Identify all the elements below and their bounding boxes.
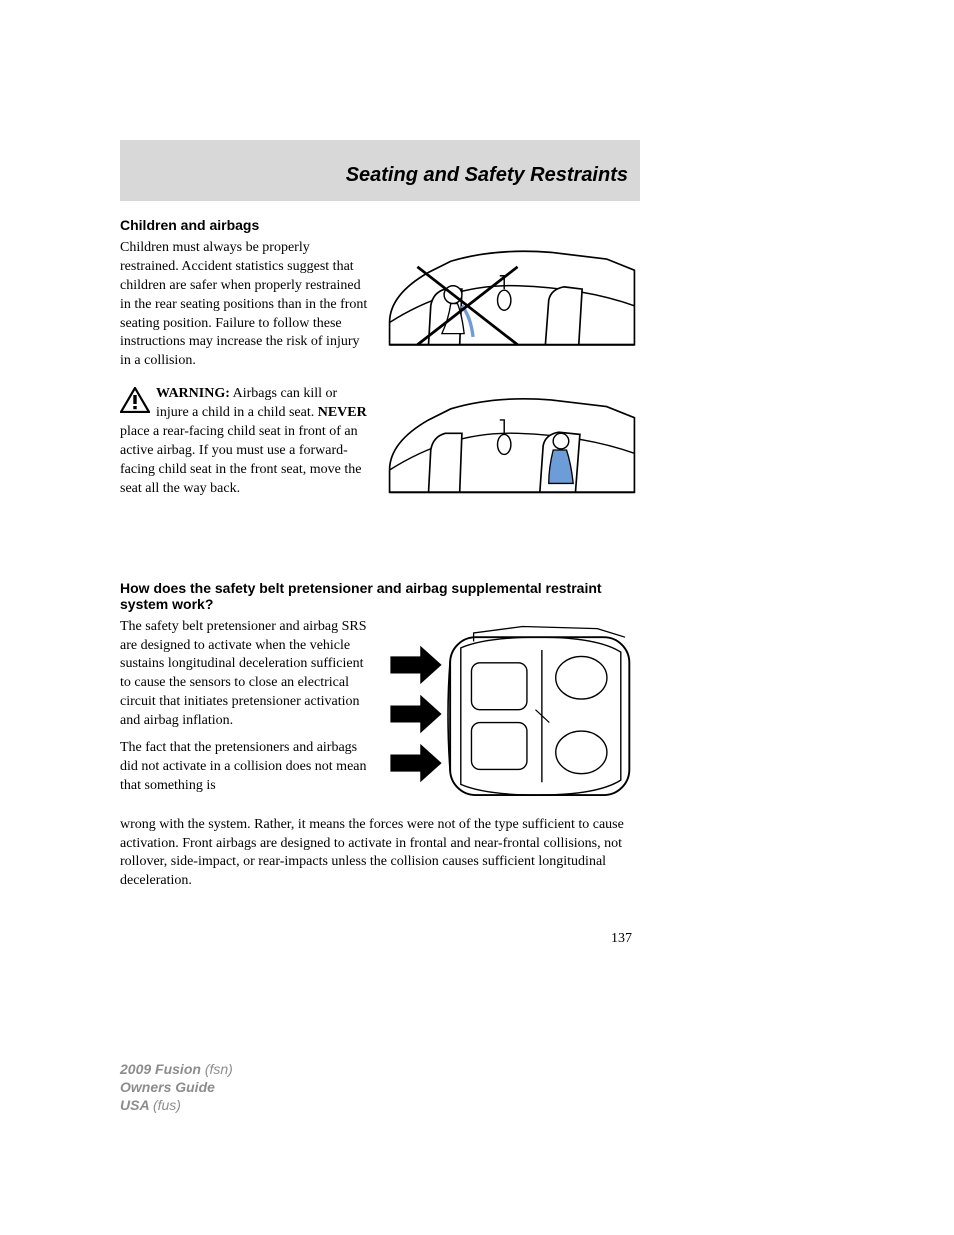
footer-line2: Owners Guide xyxy=(120,1078,233,1096)
section1-paragraph: Children must always be properly restrai… xyxy=(120,239,370,371)
warning-never: NEVER xyxy=(318,405,367,420)
subheading-children: Children and airbags xyxy=(120,217,640,233)
footer-vehicle: 2009 Fusion xyxy=(120,1061,205,1077)
warning-part2: place a rear-facing child seat in front … xyxy=(120,424,361,496)
section2-text-col: The safety belt pretensioner and airbag … xyxy=(120,618,370,810)
warning-label: WARNING: xyxy=(156,386,230,401)
footer-line3: USA (fus) xyxy=(120,1096,233,1114)
page-number: 137 xyxy=(120,931,640,947)
section-title: Seating and Safety Restraints xyxy=(132,164,628,187)
warning-block: WARNING: Airbags can kill or injure a ch… xyxy=(120,385,370,498)
subheading-howworks: How does the safety belt pretensioner an… xyxy=(120,580,640,612)
section-header-band: Seating and Safety Restraints xyxy=(120,140,640,201)
footer-code2: (fus) xyxy=(153,1097,181,1113)
footer-code1: (fsn) xyxy=(205,1061,233,1077)
section1-row: Children must always be properly restrai… xyxy=(120,239,640,520)
section2-para1: The safety belt pretensioner and airbag … xyxy=(120,618,370,731)
child-seat-diagram-2 xyxy=(384,381,640,520)
footer-region: USA xyxy=(120,1097,153,1113)
footer-line1: 2009 Fusion (fsn) xyxy=(120,1060,233,1078)
section1-diagram-col xyxy=(384,239,640,520)
section2-diagram-col xyxy=(384,618,640,810)
section2-para2-left: The fact that the pretensioners and airb… xyxy=(120,739,370,796)
warning-triangle-icon xyxy=(120,387,150,420)
section2-para2-full: wrong with the system. Rather, it means … xyxy=(120,816,640,892)
footer-block: 2009 Fusion (fsn) Owners Guide USA (fus) xyxy=(120,1060,233,1115)
frontal-impact-diagram xyxy=(384,618,640,810)
child-seat-diagram-1 xyxy=(384,239,640,373)
section1-text-col: Children must always be properly restrai… xyxy=(120,239,370,520)
section2-row: The safety belt pretensioner and airbag … xyxy=(120,618,640,810)
